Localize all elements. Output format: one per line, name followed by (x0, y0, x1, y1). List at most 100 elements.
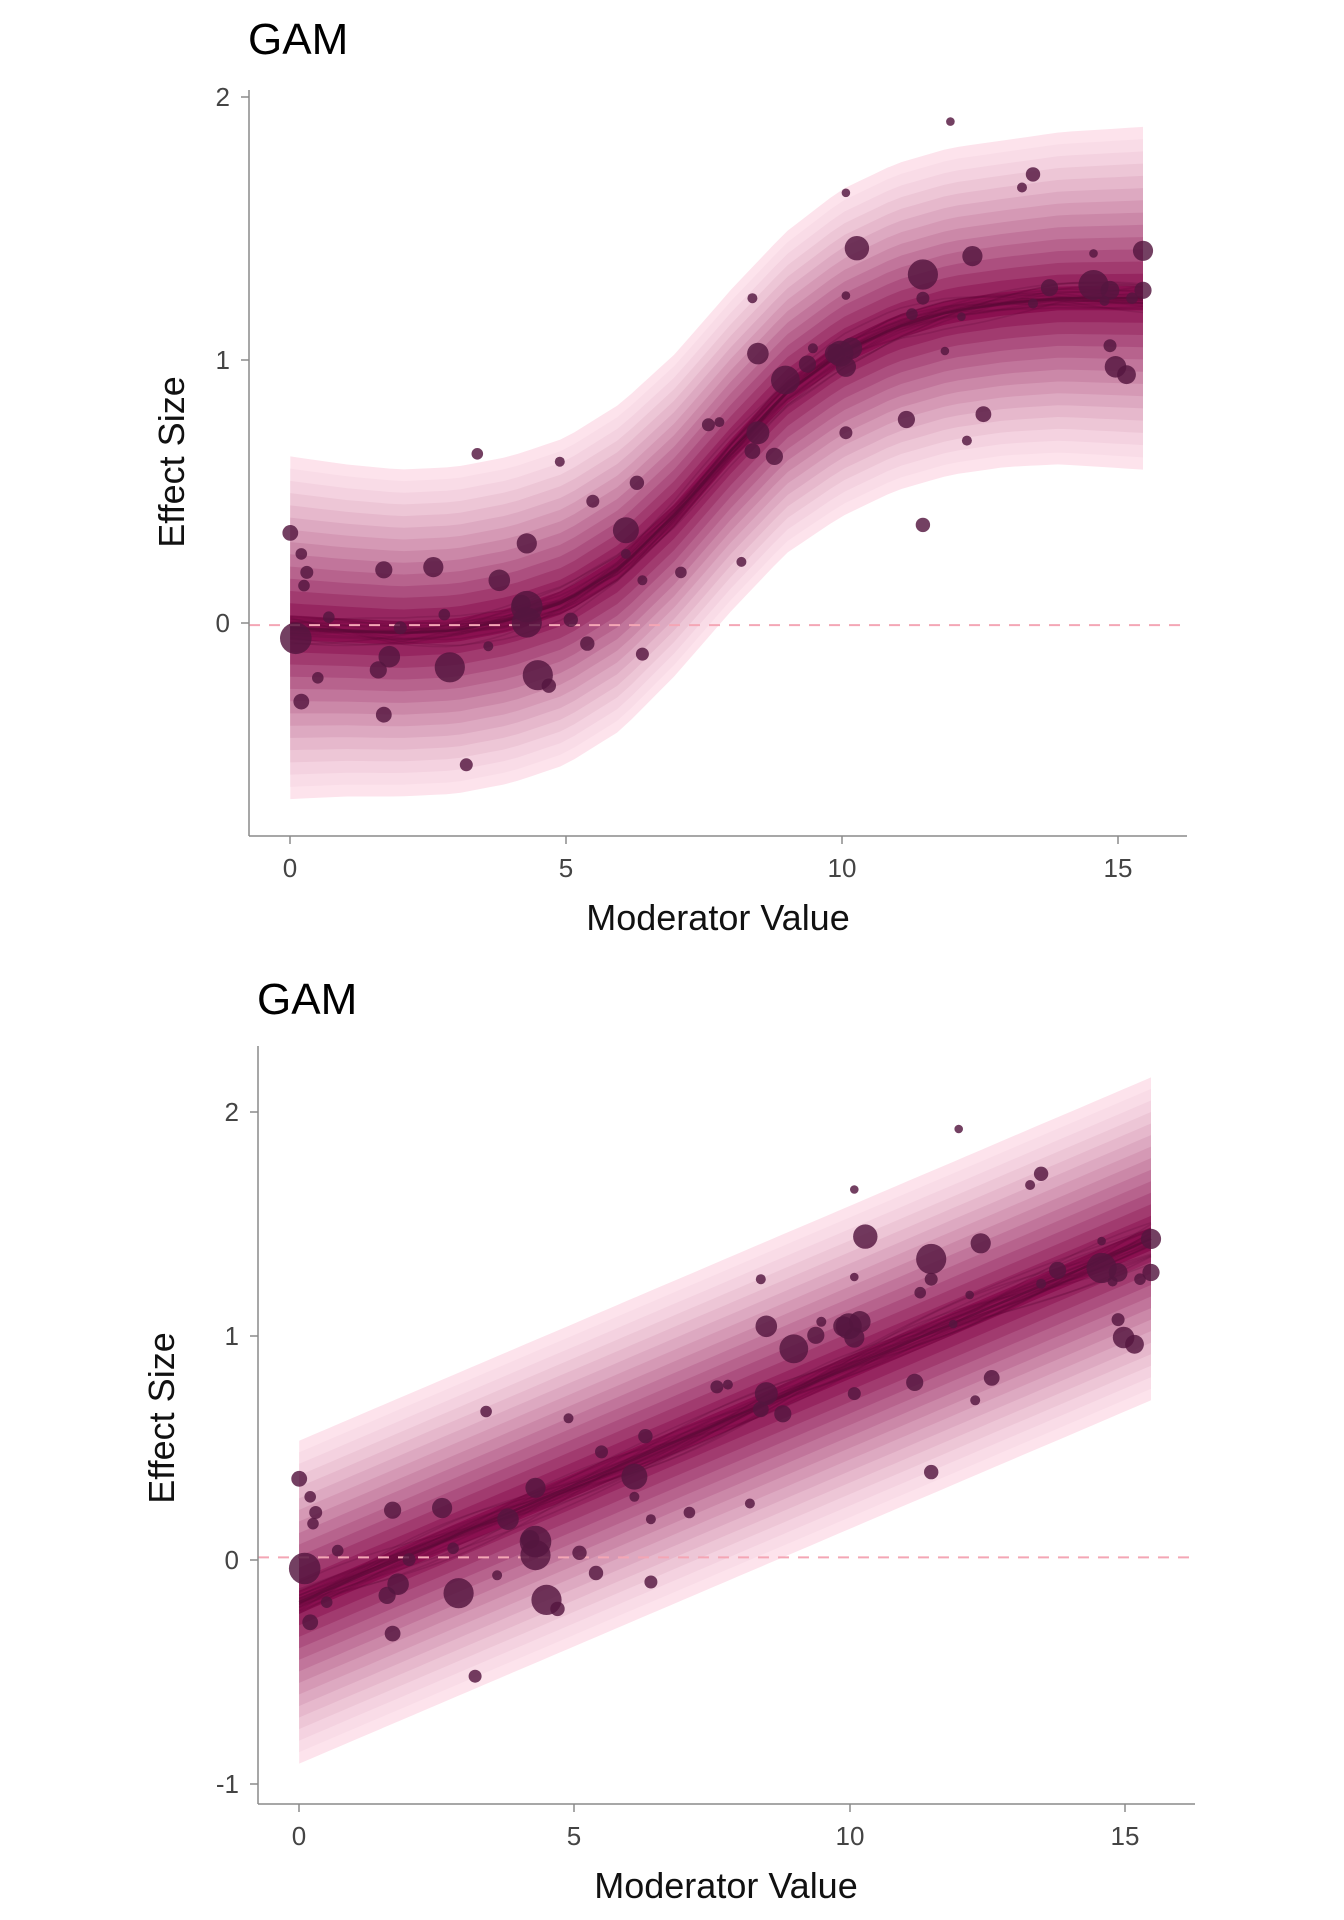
data-point (1036, 1278, 1047, 1289)
data-point (586, 494, 600, 508)
data-point (675, 566, 687, 579)
data-point (438, 608, 451, 621)
data-point (722, 1379, 733, 1390)
data-point (520, 1540, 551, 1571)
data-point (970, 1395, 981, 1406)
data-point (645, 1514, 656, 1525)
data-point (511, 607, 542, 638)
data-point (849, 1311, 871, 1333)
data-point (744, 443, 761, 459)
data-point (957, 312, 966, 322)
posterior-draw-line (298, 1245, 1152, 1599)
y-axis-label: Effect Size (151, 376, 192, 547)
data-point (983, 1370, 1000, 1386)
data-point (1111, 1313, 1125, 1327)
data-point (683, 1506, 696, 1519)
data-point (300, 565, 314, 579)
data-point (961, 435, 972, 446)
data-point (293, 693, 310, 710)
data-point (375, 706, 392, 723)
data-point (1142, 1263, 1160, 1282)
data-point (765, 447, 784, 465)
x-axis-label: Moderator Value (586, 897, 849, 938)
data-point (1086, 1252, 1117, 1284)
data-point (629, 1491, 640, 1502)
data-point (295, 548, 308, 560)
data-point (644, 1575, 658, 1589)
data-point (844, 236, 870, 261)
data-point (747, 342, 769, 365)
data-point (483, 641, 494, 652)
data-point (471, 448, 484, 460)
y-tick-label: 1 (216, 345, 230, 375)
data-point (280, 622, 312, 655)
posterior-draw-line (290, 285, 1144, 648)
data-point (302, 1614, 319, 1631)
x-tick-label: 0 (283, 853, 297, 883)
data-point (554, 456, 565, 467)
points-layer (288, 1124, 1162, 1683)
posterior-draw-line (298, 1223, 1152, 1604)
data-point (563, 612, 578, 627)
chart-title: GAM (248, 15, 348, 64)
y-tick-label: 2 (216, 82, 230, 112)
data-point (779, 1334, 809, 1364)
data-point (841, 188, 851, 198)
data-point (940, 346, 950, 356)
data-point (710, 1380, 724, 1394)
data-point (798, 355, 817, 373)
data-point (629, 475, 645, 490)
posterior-draw-line (290, 295, 1144, 635)
posterior-draw-line (298, 1221, 1152, 1606)
data-point (746, 421, 770, 445)
y-tick-label: 2 (225, 1097, 239, 1127)
data-point (588, 1565, 604, 1581)
posterior-draw-line (290, 296, 1144, 647)
data-point (924, 1272, 938, 1286)
y-tick-label: 0 (216, 608, 230, 638)
data-point (402, 1553, 416, 1567)
posterior-draw-line (290, 301, 1144, 640)
data-point (288, 1552, 321, 1585)
data-point (434, 652, 465, 683)
data-point (1099, 295, 1110, 306)
x-tick-label: 10 (828, 853, 857, 883)
posterior-draw-line (298, 1229, 1152, 1601)
posterior-draw-line (298, 1255, 1152, 1583)
posterior-draw-line (298, 1237, 1152, 1602)
data-point (378, 645, 401, 668)
y-tick-label: 1 (225, 1321, 239, 1351)
data-point (282, 525, 299, 541)
posterior-draw-line (298, 1263, 1152, 1608)
x-axis-label: Moderator Value (594, 1865, 857, 1906)
data-point (847, 1387, 861, 1401)
posterior-draw-line (290, 299, 1144, 641)
data-point (384, 1501, 402, 1519)
data-point (1132, 240, 1154, 261)
data-point (897, 410, 916, 429)
posterior-draw-line (298, 1238, 1152, 1592)
data-point (1033, 1166, 1049, 1182)
data-point (291, 1470, 308, 1487)
data-point (970, 1233, 991, 1254)
posterior-draw-line (298, 1236, 1152, 1601)
data-point (747, 293, 758, 304)
posterior-draw-line (298, 1241, 1152, 1612)
data-point (1126, 292, 1138, 305)
points-layer (280, 117, 1154, 772)
data-point (1040, 279, 1059, 297)
data-point (906, 1373, 924, 1391)
data-point (637, 575, 648, 586)
posterior-draw-line (298, 1254, 1152, 1605)
spaghetti-layer (298, 1221, 1152, 1615)
x-tick-label: 10 (836, 1821, 865, 1851)
data-point (497, 1508, 519, 1530)
data-point (492, 1570, 503, 1581)
data-point (965, 1290, 974, 1300)
median-fit-line (298, 1237, 1152, 1604)
data-point (563, 1413, 574, 1424)
data-point (916, 1243, 947, 1275)
data-point (525, 1477, 546, 1498)
data-point (635, 647, 649, 661)
